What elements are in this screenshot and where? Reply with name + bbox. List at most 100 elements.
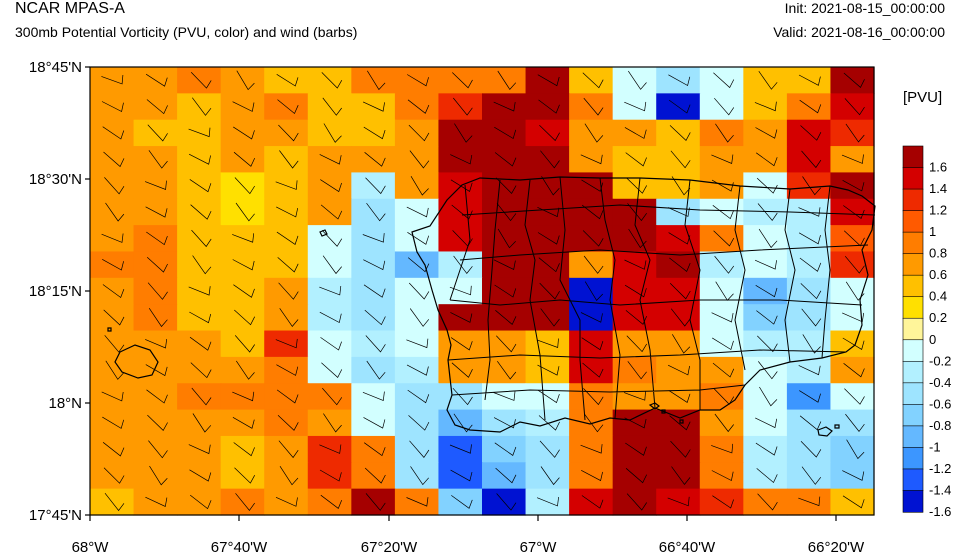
wind-barb bbox=[581, 204, 604, 220]
municipal-boundaries bbox=[447, 176, 876, 421]
wind-barb bbox=[798, 232, 821, 245]
wind-barb bbox=[841, 154, 864, 164]
wind-barb bbox=[758, 361, 778, 380]
wind-barb bbox=[711, 312, 734, 323]
wind-barb bbox=[148, 150, 168, 169]
wind-barb bbox=[582, 362, 604, 378]
wind-barb bbox=[672, 334, 691, 354]
wind-barb bbox=[320, 204, 343, 220]
wind-barb bbox=[626, 177, 648, 194]
wind-barb bbox=[495, 177, 517, 194]
wind-barb bbox=[235, 493, 255, 511]
wind-barb bbox=[582, 230, 604, 247]
lon-label: 66°40'W bbox=[659, 539, 716, 555]
wind-barb bbox=[149, 465, 168, 486]
wind-barb bbox=[189, 311, 212, 324]
wind-barb bbox=[189, 469, 212, 482]
colorbar-swatch bbox=[902, 317, 924, 341]
wind-barb bbox=[104, 335, 125, 353]
lat-label: 18°30'N bbox=[29, 171, 82, 188]
wind-barb bbox=[801, 308, 822, 327]
wind-barb bbox=[496, 335, 517, 353]
wind-barb bbox=[410, 176, 429, 196]
wind-barb bbox=[580, 154, 603, 165]
wind-barb bbox=[541, 176, 560, 196]
wind-barb bbox=[145, 339, 168, 349]
wind-barb bbox=[148, 308, 168, 328]
wind-barb bbox=[538, 415, 560, 431]
wind-barb bbox=[321, 229, 343, 247]
wind-barb bbox=[581, 179, 604, 192]
wind-barb bbox=[234, 177, 255, 195]
wind-barb bbox=[537, 232, 560, 245]
wind-barb bbox=[623, 391, 646, 401]
wind-barb bbox=[449, 444, 472, 454]
wind-barb bbox=[232, 233, 255, 243]
colorbar-label: -0.6 bbox=[929, 396, 951, 411]
wind-barb bbox=[539, 282, 560, 300]
wind-barb bbox=[103, 309, 125, 326]
colorbar-label: 0.2 bbox=[929, 310, 947, 325]
wind-barb bbox=[581, 469, 603, 482]
wind-barb bbox=[146, 231, 168, 246]
wind-barb bbox=[580, 312, 603, 323]
lat-label: 18°N bbox=[48, 395, 82, 412]
wind-barb bbox=[844, 98, 865, 116]
wind-barb bbox=[667, 496, 690, 507]
wind-barb bbox=[408, 282, 430, 300]
wind-barb bbox=[450, 337, 473, 351]
wind-barb bbox=[580, 444, 603, 454]
wind-barb bbox=[144, 180, 167, 190]
wind-barb bbox=[842, 179, 865, 192]
wind-barb bbox=[624, 259, 647, 270]
wind-barb bbox=[188, 127, 211, 138]
wind-barb bbox=[236, 360, 255, 380]
wind-barb bbox=[145, 206, 168, 218]
wind-barb bbox=[319, 154, 342, 165]
wind-barb bbox=[188, 444, 211, 455]
colorbar-swatch bbox=[902, 210, 924, 233]
wind-barb bbox=[362, 233, 385, 243]
colorbar-swatch bbox=[902, 360, 924, 384]
wind-barb bbox=[235, 202, 255, 222]
wind-barb bbox=[277, 415, 299, 431]
wind-barb bbox=[278, 440, 299, 459]
colorbar-label: 0.4 bbox=[929, 289, 947, 304]
wind-barb bbox=[627, 361, 647, 380]
wind-barb bbox=[406, 206, 429, 218]
wind-barb bbox=[101, 74, 124, 85]
colorbar-label: 1.2 bbox=[929, 203, 947, 218]
wind-barb bbox=[453, 255, 473, 274]
wind-barb bbox=[452, 387, 473, 406]
small-island-north bbox=[319, 229, 328, 237]
wind-barb bbox=[190, 362, 212, 379]
colorbar-label: 1.6 bbox=[929, 160, 947, 175]
wind-barb bbox=[188, 153, 211, 165]
wind-barb bbox=[712, 337, 734, 351]
colorbar-label: -0.8 bbox=[929, 418, 951, 433]
wind-barb bbox=[364, 467, 386, 484]
wind-barb bbox=[407, 74, 429, 87]
lon-label: 68°W bbox=[72, 539, 110, 555]
wind-barb bbox=[581, 337, 604, 351]
wind-barb bbox=[842, 337, 865, 350]
wind-barb bbox=[189, 179, 212, 193]
wind-barb bbox=[192, 255, 212, 275]
colorbar-swatch bbox=[902, 339, 924, 362]
wind-barb bbox=[802, 334, 821, 354]
wind-barb bbox=[192, 413, 212, 433]
wind-barb bbox=[102, 284, 125, 299]
wind-barb bbox=[495, 310, 517, 325]
wind-barb bbox=[406, 497, 429, 507]
wind-barb bbox=[799, 390, 821, 403]
wind-barb bbox=[233, 442, 255, 457]
wind-barb bbox=[363, 284, 386, 298]
wind-barb bbox=[540, 308, 560, 327]
southeast-islets bbox=[817, 424, 840, 437]
wind-barb bbox=[407, 99, 430, 114]
wind-barb bbox=[410, 466, 429, 486]
colorbar-swatch bbox=[902, 253, 924, 276]
wind-barb bbox=[798, 207, 821, 217]
lon-label: 66°20'W bbox=[808, 539, 865, 555]
wind-barb bbox=[234, 309, 256, 326]
